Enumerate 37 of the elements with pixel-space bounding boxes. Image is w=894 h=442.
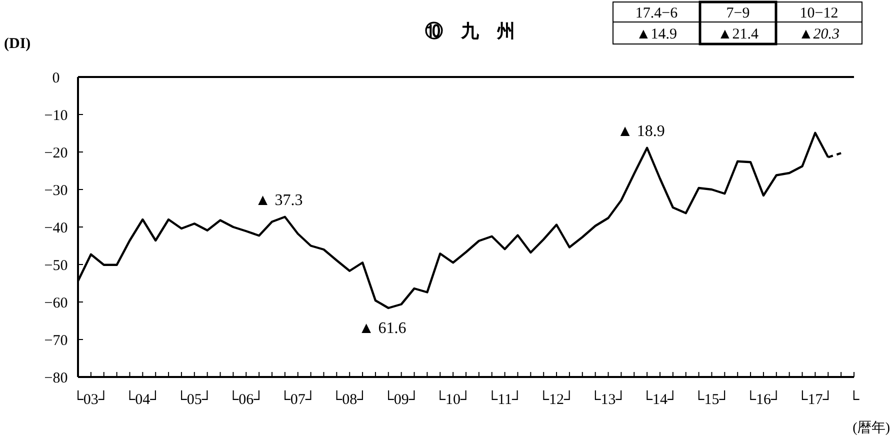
text: 7−9	[726, 5, 750, 22]
annotation: ▲ 18.9	[617, 122, 665, 140]
text: ▲20.3	[798, 26, 840, 42]
x-tick-label: └11┘	[486, 390, 523, 408]
chart-title: ⑩ 九 州	[425, 21, 515, 41]
x-tick-label: └17┘	[797, 390, 834, 408]
y-tick-label: −50	[44, 258, 68, 274]
x-tick-label: └14┘	[642, 390, 678, 408]
x-tick-label: └	[848, 390, 860, 408]
annotation: ▲ 61.6	[358, 320, 406, 337]
y-tick-label: −70	[44, 332, 68, 349]
x-tick-label: └05┘	[176, 390, 213, 408]
x-tick-label: └08┘	[331, 390, 368, 408]
x-tick-label: └15┘	[694, 390, 730, 408]
y-tick-label: −10	[44, 108, 68, 124]
text: ▲21.4	[717, 26, 760, 42]
x-tick-label: └03┘	[72, 390, 110, 408]
x-axis-title: (暦年)	[852, 420, 890, 436]
annotation: ▲ 37.3	[254, 192, 303, 209]
text: 10−12	[800, 5, 838, 22]
x-tick-label: └06┘	[228, 390, 264, 408]
x-tick-label: └16┘	[745, 390, 782, 408]
y-tick-label: 0	[52, 70, 60, 86]
x-tick-label: └07┘	[280, 390, 316, 408]
y-tick-label: −30	[44, 182, 68, 199]
text: ▲14.9	[636, 26, 678, 42]
y-tick-label: −60	[44, 295, 68, 312]
x-tick-label: └04┘	[124, 390, 161, 408]
y-tick-label: −80	[44, 370, 68, 386]
x-tick-label: └10┘	[434, 390, 472, 408]
y-tick-label: −20	[44, 145, 68, 162]
x-tick-label: └13┘	[590, 390, 626, 408]
x-tick-label: └09┘	[383, 390, 420, 408]
text: 17.4−6	[635, 5, 678, 22]
y-tick-label: −40	[44, 220, 68, 236]
x-tick-label: └12┘	[538, 390, 575, 408]
y-axis-title: (DI)	[4, 36, 31, 52]
